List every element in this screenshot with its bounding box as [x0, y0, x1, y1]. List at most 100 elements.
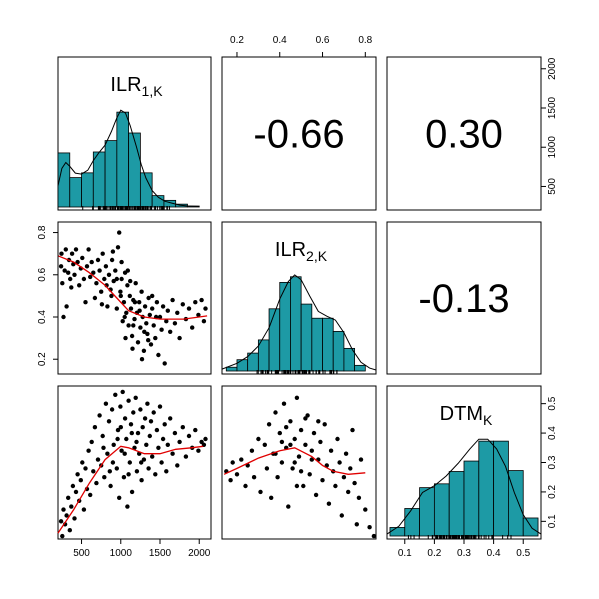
hist-bar	[354, 364, 366, 372]
scatter-point	[348, 466, 353, 471]
scatter-point	[157, 314, 163, 320]
scatter-point	[156, 352, 161, 358]
scatter-point	[121, 300, 127, 305]
panel-frame-1-2	[386, 221, 542, 375]
y-tick-label: 0.5	[547, 396, 558, 410]
x-tick-label: 0.6	[316, 35, 330, 46]
scatter-point	[126, 472, 131, 477]
scatter-point	[95, 257, 101, 263]
scatter-point	[177, 335, 182, 341]
scatter-point	[110, 460, 116, 465]
scatter-point	[101, 445, 106, 450]
scatter-point	[144, 321, 149, 326]
hist-bar	[322, 317, 334, 372]
scatter-point	[138, 325, 143, 330]
scatter-point	[128, 422, 134, 427]
scatter-point	[307, 472, 312, 477]
scatter-point	[100, 433, 105, 439]
scatter-point	[125, 283, 130, 288]
density-curve	[386, 438, 542, 535]
scatter-point	[145, 331, 150, 337]
scatter-point	[115, 427, 121, 433]
scatter-point	[154, 427, 160, 433]
y-tick-label: 0.4	[547, 426, 558, 440]
y-tick-label: 1000	[547, 136, 558, 159]
scatter-point	[150, 293, 155, 299]
x-tick-label: 0.8	[358, 35, 372, 46]
scatter-point	[134, 439, 139, 445]
scatter-point	[95, 457, 101, 462]
scatter-point	[367, 525, 372, 530]
scatter-point	[165, 308, 170, 313]
y-tick-label: 2000	[547, 57, 558, 80]
scatter-point	[234, 472, 240, 477]
scatter-point	[118, 404, 123, 409]
scatter-point	[131, 323, 136, 328]
scatter-point	[269, 495, 274, 500]
scatter-point	[86, 448, 91, 453]
scatter-point	[135, 430, 141, 436]
scatter-point	[316, 419, 321, 424]
scatter-point	[135, 340, 141, 345]
density-curve	[57, 109, 200, 207]
correlation-label-0-2: 0.30	[425, 113, 503, 157]
scatter-point	[146, 338, 151, 343]
scatter-point	[69, 504, 74, 509]
y-tick-label: 0.2	[547, 485, 558, 499]
x-tick-label: 0.2	[230, 35, 244, 46]
scatter-point	[128, 278, 133, 284]
scatter-point	[168, 416, 173, 421]
scatter-point	[286, 504, 291, 509]
scatter-point	[97, 413, 102, 418]
scatter-point	[69, 285, 74, 290]
scatter-point	[66, 270, 71, 275]
scatter-point	[108, 483, 113, 489]
scatter-point	[320, 478, 325, 483]
scatter-point	[160, 304, 166, 309]
scatter-point	[162, 361, 167, 366]
hist-bar	[463, 460, 480, 537]
scatter-point	[172, 430, 178, 436]
scatter-point	[81, 507, 87, 512]
scatter-point	[275, 475, 280, 480]
scatter-point	[91, 270, 96, 275]
scatter-point	[147, 312, 152, 318]
scatter-point	[326, 501, 332, 506]
scatter-point	[88, 492, 93, 498]
scatter-point	[186, 433, 192, 439]
scatter-point	[61, 314, 66, 320]
scatter-point	[303, 442, 308, 447]
loess-line	[57, 255, 208, 320]
scatter-point	[288, 419, 293, 424]
scatter-point	[328, 448, 334, 453]
scatter-point	[352, 480, 357, 486]
scatter-panel-dtm_vs_ilr2	[223, 395, 377, 539]
scatter-point	[94, 480, 99, 486]
scatter-point	[117, 230, 122, 235]
hist-bar	[225, 366, 238, 372]
scatter-point	[99, 289, 104, 294]
scatter-point	[62, 268, 67, 273]
scatter-point	[311, 430, 317, 436]
scatter-point	[119, 259, 124, 265]
scatter-point	[117, 495, 122, 500]
scatter-point	[113, 392, 118, 397]
hist-bar	[116, 111, 130, 208]
scatter-point	[294, 483, 300, 489]
scatter-point	[193, 427, 198, 433]
scatter-point	[183, 454, 189, 459]
scatter-point	[91, 469, 96, 474]
scatter-point	[109, 293, 114, 299]
scatter-point	[281, 401, 287, 406]
scatter-point	[120, 389, 125, 395]
scatter-point	[146, 466, 151, 471]
scatter-point	[100, 251, 105, 256]
hist-bar	[300, 303, 313, 372]
scatter-point	[170, 297, 175, 303]
scatter-point	[123, 335, 128, 341]
scatter-point	[103, 264, 109, 269]
scatter-point	[92, 295, 98, 301]
scatter-point	[122, 314, 127, 320]
variable-label-ilr2: ILR2,K	[275, 239, 328, 264]
